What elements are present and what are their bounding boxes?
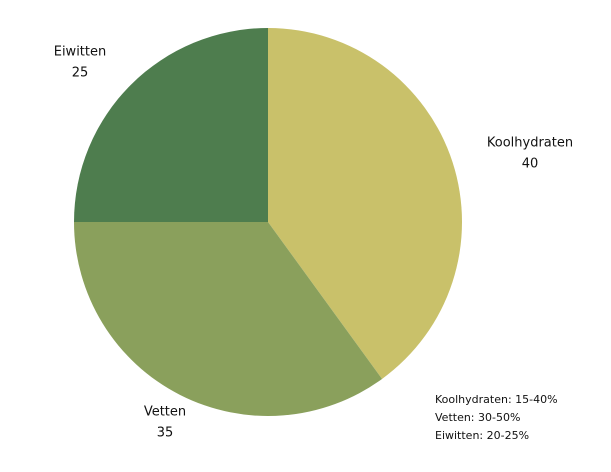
slice-value: 25 — [72, 66, 89, 81]
pie-slice — [268, 28, 462, 379]
slice-value: 35 — [157, 426, 174, 441]
annotation-line: Koolhydraten: 15-40% — [435, 393, 558, 406]
slice-label: Eiwitten — [54, 45, 107, 60]
pie-slice — [74, 28, 268, 222]
slice-value: 40 — [522, 157, 539, 172]
pie-slice — [74, 222, 383, 417]
annotation-line: Eiwitten: 20-25% — [435, 429, 529, 442]
slice-label: Vetten — [144, 405, 186, 420]
slice-label: Koolhydraten — [487, 136, 573, 151]
annotation-line: Vetten: 30-50% — [435, 411, 520, 424]
